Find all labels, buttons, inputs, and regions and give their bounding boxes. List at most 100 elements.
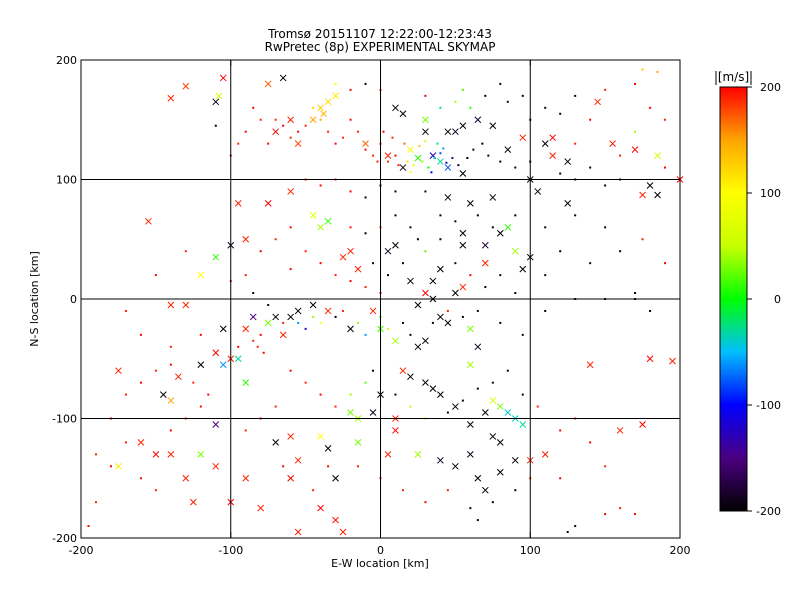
data-point-dot bbox=[619, 507, 622, 510]
data-point-cross bbox=[317, 433, 324, 440]
data-point-dot bbox=[424, 94, 427, 97]
data-point-cross bbox=[219, 361, 227, 369]
data-point-cross bbox=[586, 361, 594, 369]
data-point-dot bbox=[124, 441, 127, 444]
data-point-dot bbox=[424, 250, 427, 253]
data-point-cross bbox=[414, 450, 422, 458]
data-point-dot bbox=[436, 142, 439, 145]
data-point-dot bbox=[244, 429, 247, 432]
data-point-dot bbox=[514, 166, 517, 169]
data-point-cross bbox=[496, 439, 504, 446]
data-point-dot bbox=[559, 112, 562, 115]
data-point-dot bbox=[334, 315, 337, 318]
colorbar: [m/s] -200 -100 0 100 200 bbox=[715, 70, 781, 518]
data-point-cross bbox=[407, 373, 414, 381]
data-point-dot bbox=[461, 315, 464, 318]
data-point-cross bbox=[234, 200, 242, 207]
data-point-dot bbox=[499, 160, 502, 163]
data-point-cross bbox=[332, 92, 339, 100]
data-point-dot bbox=[259, 118, 262, 121]
data-point-dot bbox=[237, 142, 240, 145]
data-point-cross bbox=[317, 104, 324, 112]
data-point-cross bbox=[294, 307, 302, 315]
data-point-cross bbox=[392, 337, 399, 345]
data-point-dot bbox=[319, 262, 322, 265]
data-point-cross bbox=[167, 301, 175, 309]
data-point-cross bbox=[272, 313, 280, 321]
data-point-cross bbox=[197, 450, 205, 458]
data-point-cross bbox=[609, 140, 616, 148]
data-point-dot bbox=[641, 238, 644, 241]
data-point-cross bbox=[549, 134, 557, 142]
data-point-dot bbox=[274, 405, 277, 408]
data-point-cross bbox=[646, 355, 654, 363]
data-point-dot bbox=[589, 441, 592, 444]
data-point-cross bbox=[466, 361, 474, 369]
data-point-dot bbox=[439, 238, 442, 241]
data-point-dot bbox=[466, 156, 469, 159]
data-point-cross bbox=[392, 104, 399, 112]
data-point-cross bbox=[541, 450, 549, 458]
x-tick-label: 200 bbox=[670, 544, 691, 557]
data-point-cross bbox=[197, 361, 205, 369]
data-point-cross bbox=[257, 504, 265, 512]
data-point-dot bbox=[634, 82, 637, 85]
data-point-cross bbox=[459, 122, 467, 130]
data-point-dot bbox=[304, 381, 307, 384]
data-point-cross bbox=[534, 188, 542, 195]
data-point-dot bbox=[394, 154, 397, 157]
data-point-dot bbox=[349, 88, 352, 91]
data-point-cross bbox=[309, 301, 317, 309]
data-point-cross bbox=[287, 188, 295, 195]
data-point-dot bbox=[274, 238, 277, 241]
data-point-dot bbox=[604, 226, 607, 229]
data-point-dot bbox=[297, 321, 300, 324]
data-point-cross bbox=[414, 154, 422, 162]
data-point-cross bbox=[197, 271, 205, 279]
data-point-dot bbox=[491, 501, 494, 504]
data-point-cross bbox=[160, 391, 167, 398]
data-point-cross bbox=[519, 421, 527, 428]
y-tick-label: 0 bbox=[70, 293, 77, 306]
data-point-cross bbox=[324, 217, 332, 225]
data-point-cross bbox=[466, 325, 474, 333]
data-point-dot bbox=[312, 489, 315, 492]
data-point-cross bbox=[212, 253, 220, 261]
data-point-dot bbox=[394, 393, 397, 396]
data-point-dot bbox=[364, 196, 367, 199]
data-point-dot bbox=[312, 106, 315, 109]
data-point-cross bbox=[422, 379, 429, 387]
data-point-dot bbox=[544, 226, 547, 229]
data-point-dot bbox=[304, 327, 307, 330]
data-point-dot bbox=[574, 525, 577, 528]
data-point-cross bbox=[234, 355, 242, 363]
data-point-dot bbox=[559, 172, 562, 175]
data-point-dot bbox=[319, 321, 322, 324]
data-point-dot bbox=[649, 106, 652, 109]
data-point-dot bbox=[499, 82, 502, 85]
data-point-cross bbox=[362, 140, 369, 148]
data-point-dot bbox=[274, 118, 277, 121]
colorbar-tick-label: 200 bbox=[760, 81, 781, 94]
data-point-dot bbox=[604, 184, 607, 187]
data-point-cross bbox=[422, 289, 429, 297]
data-point-dot bbox=[154, 489, 157, 492]
data-point-cross bbox=[496, 403, 504, 410]
data-point-dot bbox=[514, 292, 517, 295]
data-point-dot bbox=[244, 130, 247, 133]
data-point-cross bbox=[564, 200, 572, 207]
data-point-cross bbox=[414, 301, 422, 309]
data-point-cross bbox=[459, 229, 467, 237]
data-point-cross bbox=[429, 277, 437, 285]
data-point-dot bbox=[664, 118, 667, 121]
colorbar-label: [m/s] bbox=[718, 70, 749, 84]
data-point-cross bbox=[422, 337, 429, 345]
data-point-cross bbox=[422, 116, 429, 124]
data-point-cross bbox=[481, 241, 489, 249]
data-point-cross bbox=[437, 391, 444, 398]
data-point-dot bbox=[451, 156, 454, 159]
data-point-cross bbox=[519, 265, 527, 273]
data-point-dot bbox=[364, 286, 367, 289]
data-point-cross bbox=[294, 140, 302, 148]
data-point-cross bbox=[167, 450, 175, 458]
